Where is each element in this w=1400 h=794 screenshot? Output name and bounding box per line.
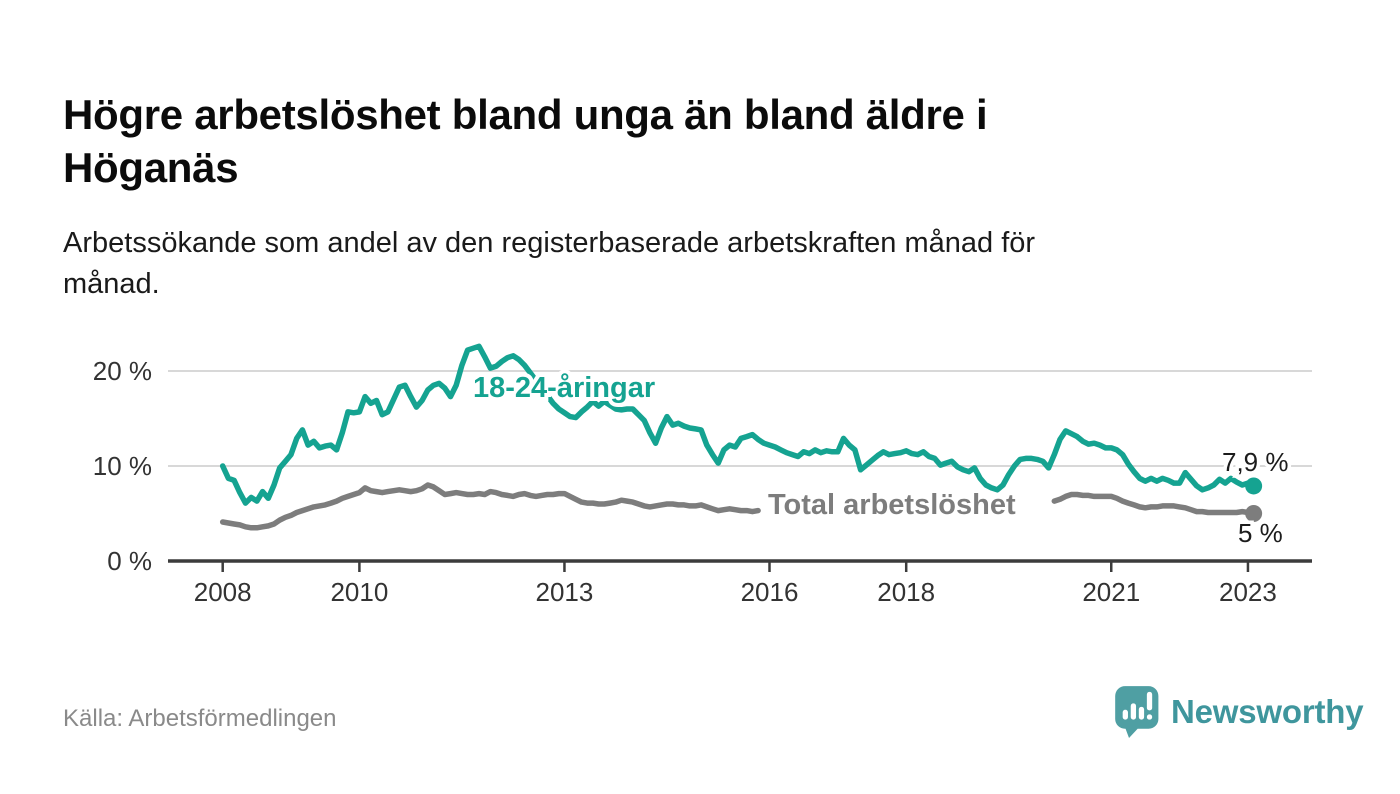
chart-subtitle-line2: månad.: [63, 268, 160, 300]
series-line-0: [219, 343, 1257, 506]
series-endpoint-dot-1: [1245, 505, 1263, 522]
speech-bubble-bar-chart-icon: [1115, 686, 1159, 738]
series-lines: [219, 343, 1263, 531]
y-axis-labels: 0 % 10 % 20 %: [93, 356, 152, 576]
series-line-1: [219, 482, 1257, 531]
x-axis: 2008 2010 2013 2016 2018 2021 2023: [168, 559, 1312, 607]
end-value-label-1: 5 %: [1238, 518, 1283, 548]
x-tick-label: 2023: [1219, 577, 1277, 607]
y-tick-label: 20 %: [93, 356, 152, 386]
newsworthy-logo: Newsworthy: [1113, 685, 1364, 738]
y-tick-label: 10 %: [93, 451, 152, 481]
series-name-label-0: 18-24-åringar: [473, 372, 655, 404]
newsworthy-wordmark: Newsworthy: [1171, 692, 1364, 730]
x-tick-label: 2008: [194, 577, 252, 607]
y-tick-label: 0 %: [107, 546, 152, 576]
end-value-label-0: 7,9 %: [1222, 447, 1289, 477]
x-tick-label: 2021: [1082, 577, 1140, 607]
x-tick-label: 2016: [741, 577, 799, 607]
x-tick-label: 2010: [330, 577, 388, 607]
chart-subtitle: Arbetssökande som andel av den registerb…: [63, 223, 1035, 305]
chart-subtitle-line1: Arbetssökande som andel av den registerb…: [63, 227, 1036, 259]
series-name-label-1: Total arbetslöshet: [768, 489, 1016, 521]
chart-title: Högre arbetslöshet bland unga än bland ä…: [63, 88, 988, 194]
x-tick-label: 2018: [877, 577, 935, 607]
x-tick-label: 2013: [536, 577, 594, 607]
chart-title-line2: Höganäs: [63, 144, 239, 192]
chart-title-line1: Högre arbetslöshet bland unga än bland ä…: [63, 91, 988, 139]
source-note: Källa: Arbetsförmedlingen: [63, 705, 337, 732]
series-endpoint-dot-0: [1245, 477, 1263, 495]
annotations: 18-24-åringar Total arbetslöshet 7,9 % 5 %: [469, 368, 1292, 552]
gridlines: [168, 370, 1312, 467]
